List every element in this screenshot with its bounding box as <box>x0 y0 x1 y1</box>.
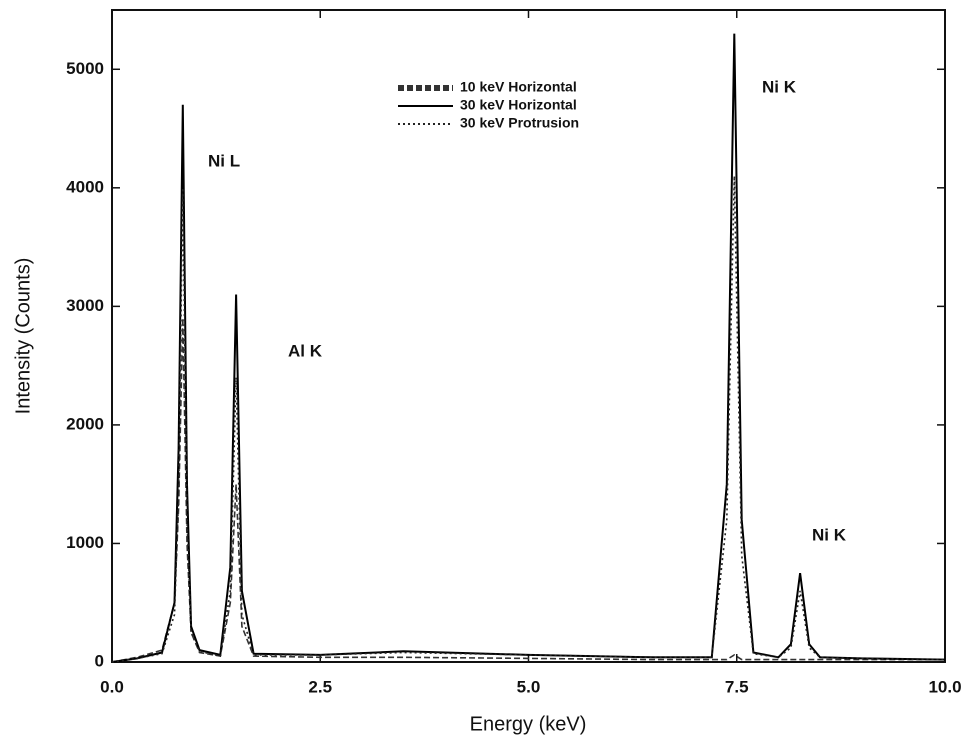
y-tick-label: 4000 <box>66 177 104 196</box>
x-tick-label: 5.0 <box>517 677 541 696</box>
x-tick-label: 10.0 <box>928 677 961 696</box>
x-axis-title: Energy (keV) <box>470 713 587 735</box>
y-axis-title: Intensity (Counts) <box>12 258 34 415</box>
legend-label: 10 keV Horizontal <box>460 79 577 95</box>
annotation: Ni K <box>762 77 797 96</box>
legend-label: 30 keV Horizontal <box>460 97 577 113</box>
y-tick-label: 0 <box>95 651 104 670</box>
legend-label: 30 keV Protrusion <box>460 115 579 131</box>
annotation: Ni L <box>208 151 240 170</box>
y-tick-label: 3000 <box>66 296 104 315</box>
x-tick-label: 0.0 <box>100 677 124 696</box>
x-tick-label: 7.5 <box>725 677 749 696</box>
annotation: Al K <box>288 341 323 360</box>
y-tick-label: 1000 <box>66 533 104 552</box>
y-tick-label: 2000 <box>66 414 104 433</box>
series-line <box>111 318 945 663</box>
annotation: Ni K <box>812 525 847 544</box>
series-line <box>111 33 946 663</box>
series-line <box>111 175 946 663</box>
y-tick-label: 5000 <box>66 59 104 78</box>
x-tick-label: 2.5 <box>308 677 332 696</box>
